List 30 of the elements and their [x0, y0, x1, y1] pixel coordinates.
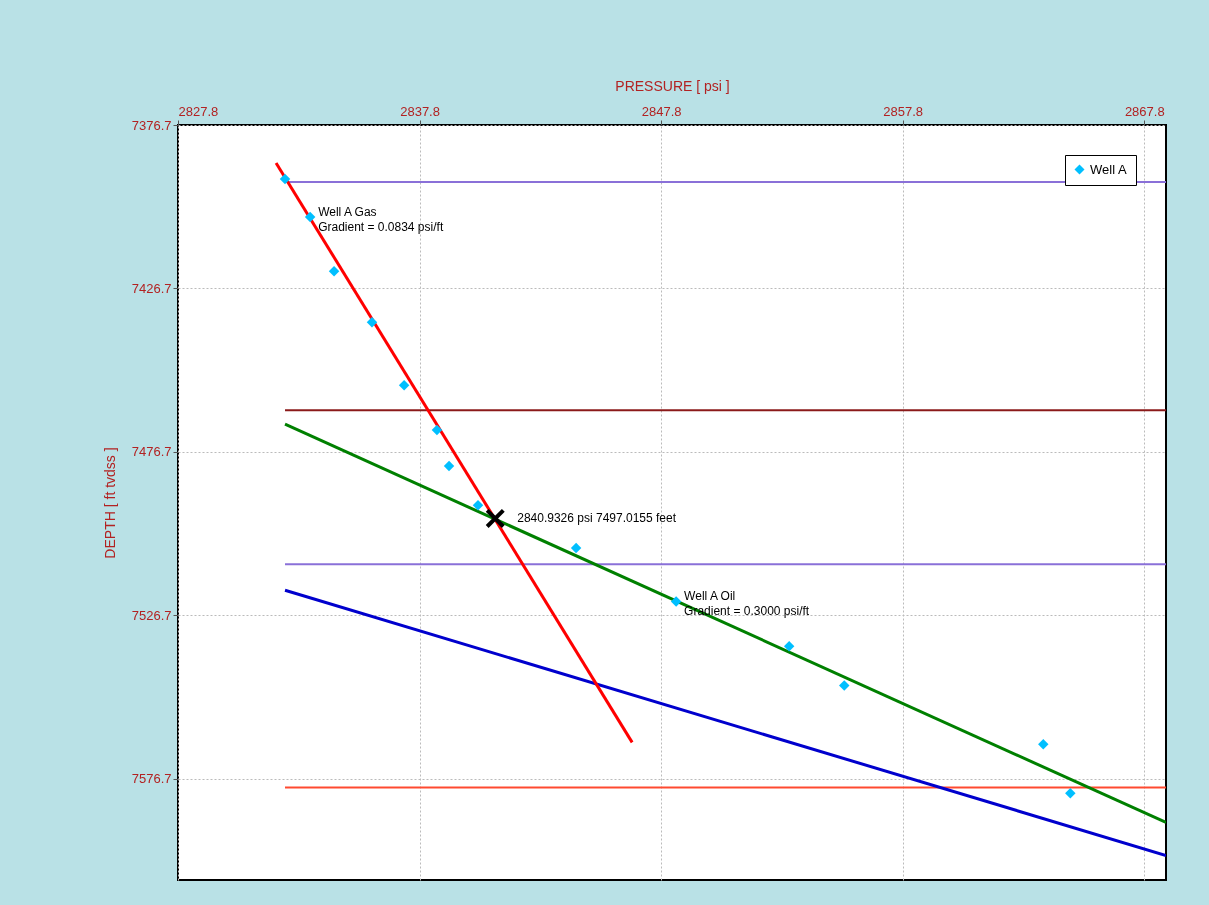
- x-tick-label: 2857.8: [883, 103, 924, 119]
- point: [1065, 788, 1076, 799]
- x-tick-label: 2867.8: [1124, 103, 1165, 119]
- y-tick-label: 7526.7: [131, 607, 172, 623]
- point: [366, 316, 378, 328]
- point: [431, 424, 443, 436]
- x-tick-label: 2827.8: [178, 103, 219, 119]
- point: [472, 500, 484, 511]
- y-tick-label: 7426.7: [131, 280, 172, 296]
- legend-label: Well A: [1090, 161, 1127, 177]
- annotation: 2840.9326 psi 7497.0155 feet: [517, 511, 677, 526]
- x-axis-title: PRESSURE [ psi ]: [615, 77, 730, 94]
- point: [279, 173, 291, 185]
- y-tick-label: 7576.7: [131, 771, 172, 787]
- y-tick-label: 7376.7: [131, 117, 172, 133]
- point: [783, 640, 795, 652]
- y-axis-title: DEPTH [ ft tvdss ]: [101, 447, 118, 559]
- point: [304, 211, 316, 223]
- annotation: Well A Gas Gradient = 0.0834 psi/ft: [318, 204, 444, 234]
- point: [398, 380, 410, 391]
- point: [485, 508, 506, 529]
- x-tick-label: 2847.8: [641, 103, 682, 119]
- point: [1038, 739, 1049, 750]
- point: [838, 680, 850, 691]
- point: [328, 265, 340, 277]
- point: [570, 542, 582, 554]
- point: [443, 460, 455, 472]
- x-tick-label: 2837.8: [400, 103, 440, 119]
- point: [670, 596, 682, 607]
- y-tick-label: 7476.7: [131, 444, 172, 460]
